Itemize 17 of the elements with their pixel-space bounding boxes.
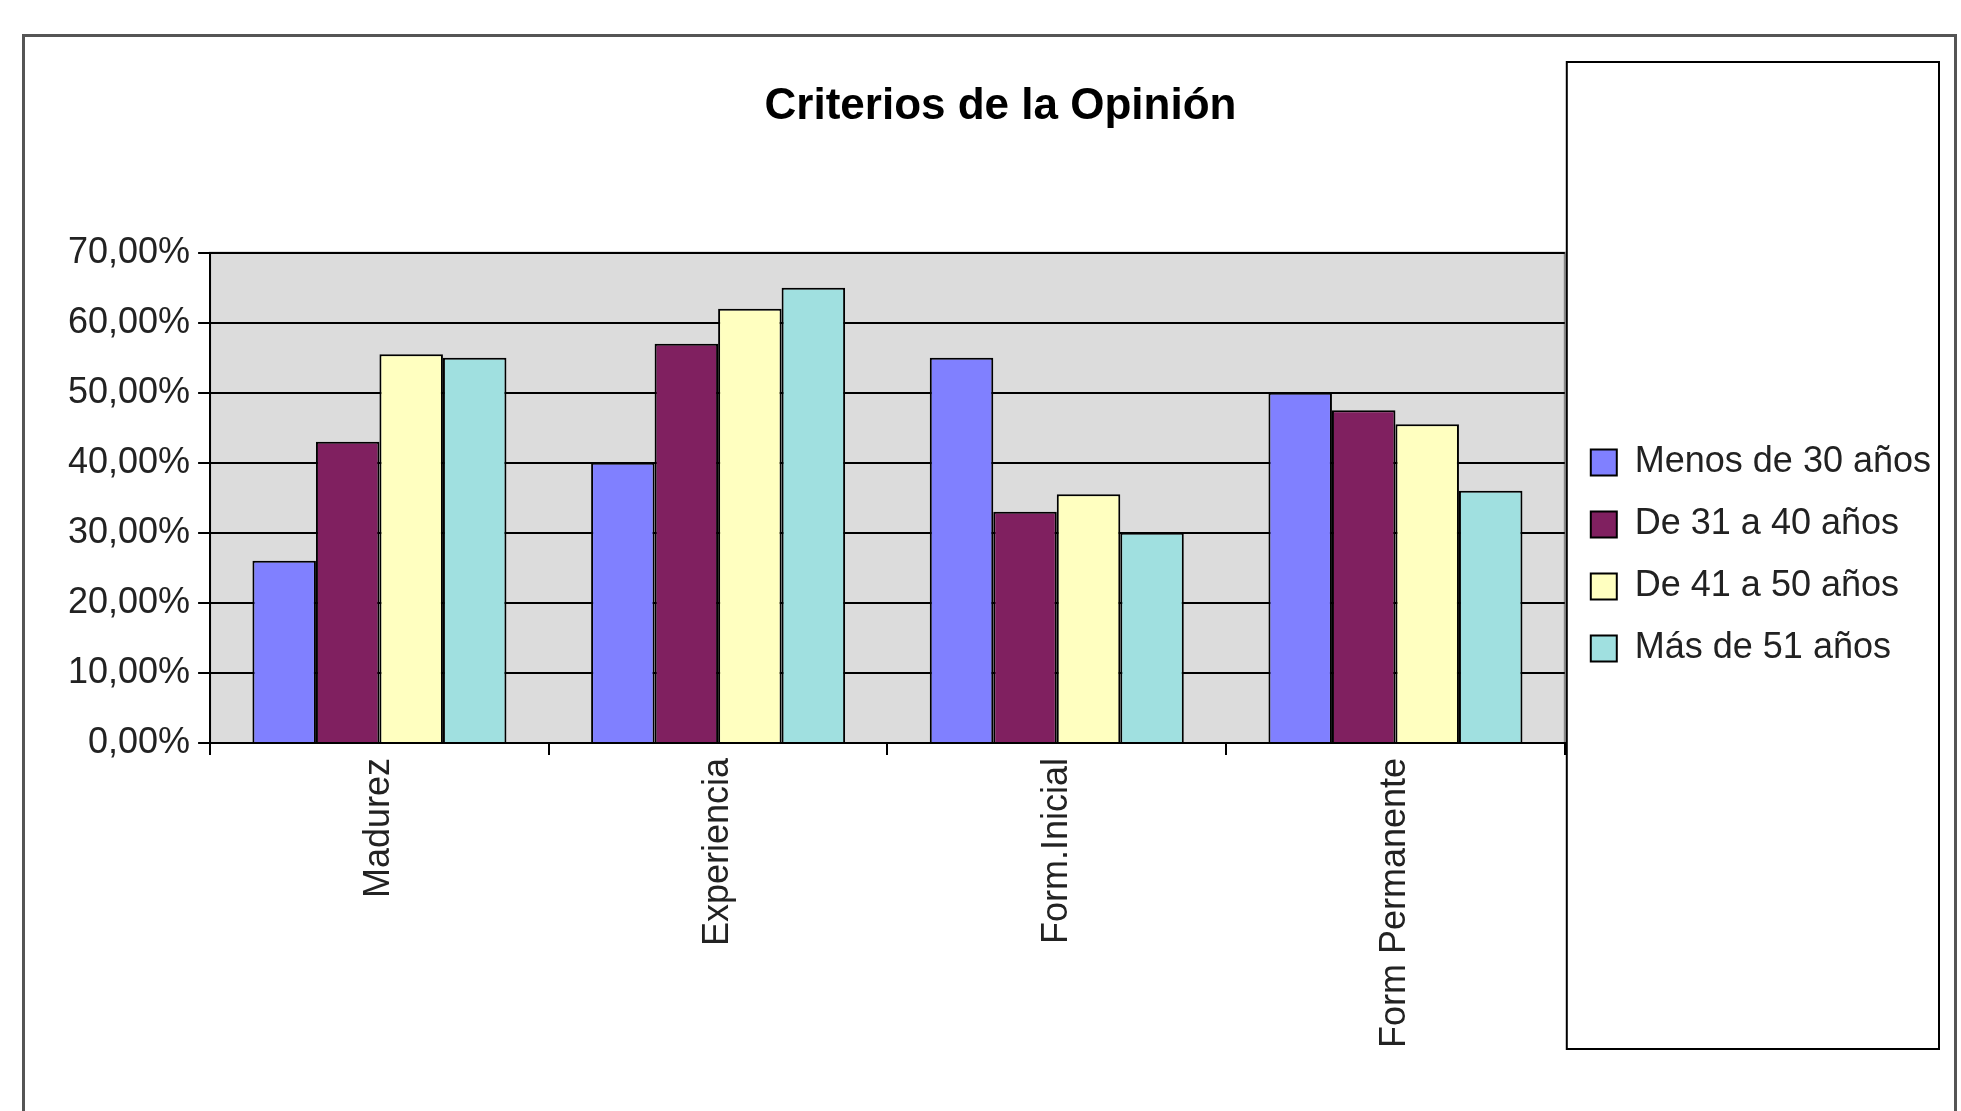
y-tick-label: 30,00% (67, 509, 191, 551)
y-tick-label: 0,00% (88, 719, 191, 761)
legend-label: Más de 51 años (1634, 625, 1891, 667)
y-tick-label: 60,00% (67, 299, 191, 341)
y-tick-label: 50,00% (67, 369, 191, 411)
x-tick-label: Experiencia (695, 756, 737, 946)
y-tick-label: 20,00% (67, 579, 191, 621)
x-tick-label: Madurez (356, 757, 398, 898)
legend-label: De 31 a 40 años (1634, 501, 1899, 543)
legend-label: De 41 a 50 años (1634, 563, 1899, 605)
x-tick-label: Form.Inicial (1033, 757, 1075, 944)
chart-title: Criterios de la Opinión (764, 78, 1237, 128)
x-tick-label: Form Permanente (1372, 757, 1414, 1048)
y-tick-label: 10,00% (67, 649, 191, 691)
y-tick-label: 40,00% (67, 439, 191, 481)
legend-label: Menos de 30 años (1634, 439, 1932, 481)
y-tick-label: 70,00% (67, 229, 191, 271)
